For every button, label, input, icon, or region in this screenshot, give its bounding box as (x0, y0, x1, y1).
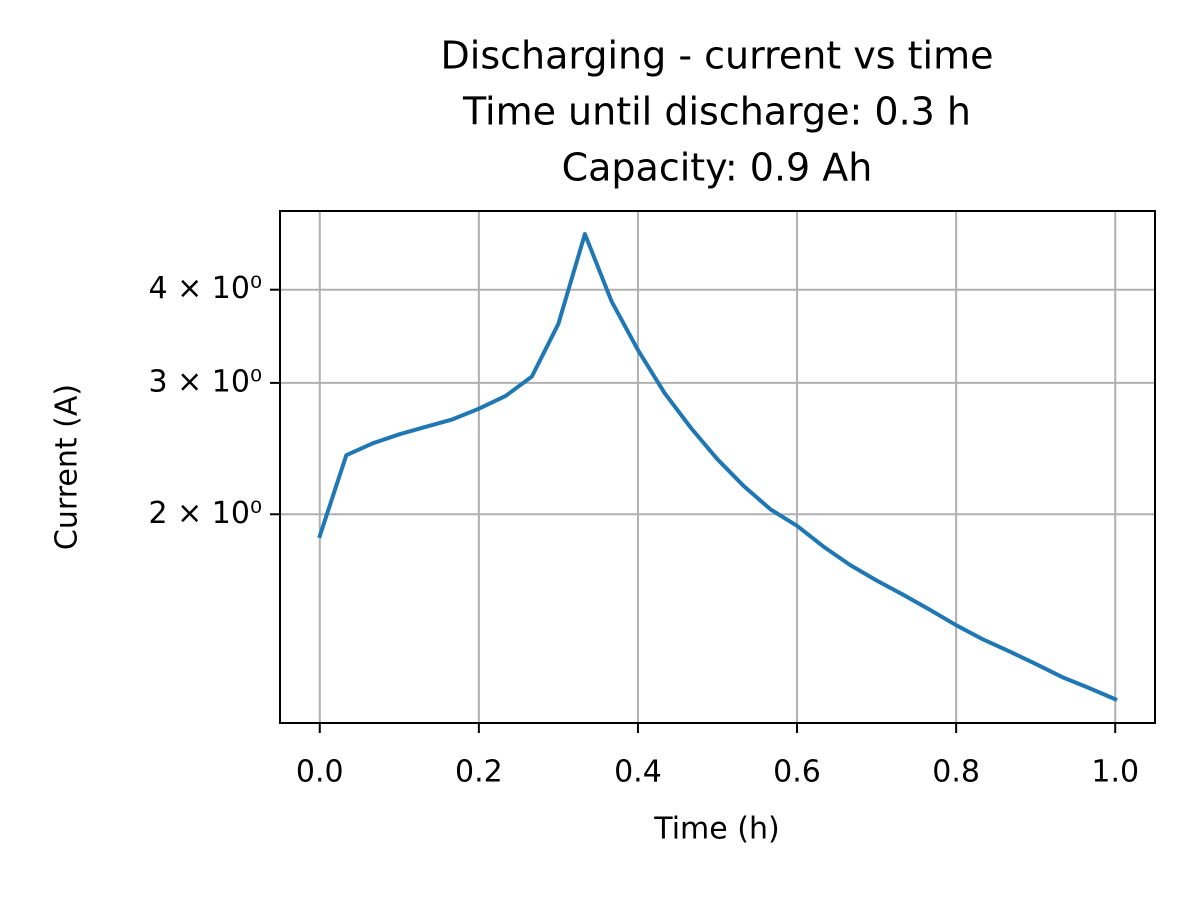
x-tick-label: 0.6 (773, 755, 821, 790)
x-tick-label: 0.0 (296, 755, 344, 790)
chart-title: Discharging - current vs time (441, 34, 994, 78)
x-tick-label: 0.4 (614, 755, 662, 790)
y-tick-label: 4 × 10⁰ (149, 271, 263, 306)
data-line (317, 232, 1118, 702)
x-tick-label: 0.2 (455, 755, 503, 790)
y-tick-label: 2 × 10⁰ (149, 496, 263, 531)
x-axis-label: Time (h) (653, 812, 779, 847)
x-tick-label: 1.0 (1091, 755, 1139, 790)
plot-frame (279, 210, 1156, 724)
y-axis-label: Current (A) (50, 384, 85, 550)
chart-subtitle: Capacity: 0.9 Ah (562, 146, 873, 190)
chart-subtitle: Time until discharge: 0.3 h (462, 90, 971, 134)
y-tick-label: 3 × 10⁰ (149, 364, 263, 399)
x-tick-label: 0.8 (932, 755, 980, 790)
